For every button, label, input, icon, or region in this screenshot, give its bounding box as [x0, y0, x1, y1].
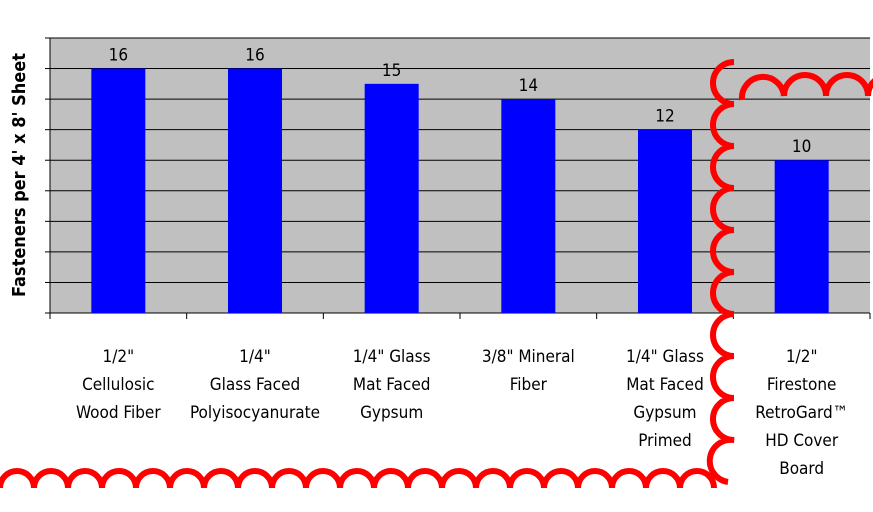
- x-tick-label: 1/4" Glass: [353, 347, 431, 367]
- x-tick-label: Gypsum: [360, 403, 423, 423]
- x-tick-label: Wood Fiber: [76, 403, 161, 423]
- bar: [638, 129, 692, 313]
- x-tick-label: RetroGard™: [755, 403, 848, 423]
- x-tick-label: Gypsum: [633, 403, 696, 423]
- x-tick-label: 3/8" Mineral: [482, 347, 575, 367]
- x-tick-label: Board: [779, 459, 824, 479]
- bar: [364, 83, 419, 313]
- x-tick-label: 1/4": [239, 347, 271, 367]
- bar: [228, 68, 282, 313]
- x-tick-label: 1/2": [103, 347, 135, 367]
- decoration: [0, 59, 873, 489]
- x-tick-label: Polyisocyanurate: [190, 403, 320, 423]
- bar: [774, 160, 829, 313]
- x-tick-label: Primed: [638, 431, 691, 451]
- value-label: 16: [245, 46, 264, 66]
- value-label: 14: [519, 76, 538, 96]
- x-tick-label: HD Cover: [765, 431, 839, 451]
- x-tick-label: Cellulosic: [82, 375, 155, 395]
- x-tick-label: Fiber: [510, 375, 548, 395]
- plot-area: [50, 38, 870, 313]
- x-tick-label: 1/2": [786, 347, 818, 367]
- x-tick-label: Mat Faced: [353, 375, 431, 395]
- value-label: 15: [382, 61, 401, 81]
- value-label: 16: [109, 46, 128, 66]
- x-tick-label: Firestone: [767, 375, 837, 395]
- value-label: 10: [792, 137, 811, 157]
- x-tick-label: Glass Faced: [210, 375, 300, 395]
- value-label: 12: [655, 107, 674, 127]
- bar: [501, 99, 556, 313]
- y-axis-label: Fasteners per 4' x 8' Sheet: [9, 53, 30, 297]
- bar: [91, 68, 146, 313]
- x-tick-label: 1/4" Glass: [626, 347, 704, 367]
- x-tick-label: Mat Faced: [626, 375, 704, 395]
